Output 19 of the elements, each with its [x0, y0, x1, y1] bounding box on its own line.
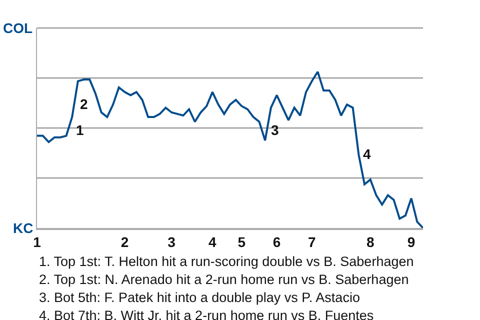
x-tick-label: 7: [308, 234, 316, 250]
annotation: 4: [363, 146, 371, 162]
x-tick-label: 5: [238, 234, 246, 250]
x-tick-label: 2: [120, 234, 129, 250]
text: 1. Top 1st: T. Helton hit a run-scoring double vs B. Saberhagen: [39, 254, 414, 269]
x-tick-label: 6: [272, 234, 281, 250]
x-tick-label: 1: [33, 234, 42, 250]
text: 3. Bot 5th: F. Patek hit into a double play vs P. Astacio: [39, 290, 360, 305]
x-tick-label: 4: [208, 234, 217, 250]
text: COL: [3, 20, 33, 36]
text: KC: [13, 220, 34, 236]
annotation: 3: [271, 122, 279, 138]
x-tick-label: 8: [366, 234, 374, 250]
x-tick-label: 9: [407, 234, 416, 250]
annotation: 2: [80, 96, 88, 112]
x-tick-label: 3: [168, 234, 176, 250]
text: 4. Bot 7th: B. Witt Jr. hit a 2-run home run vs B. Fuentes: [39, 308, 374, 320]
text: 2. Top 1st: N. Arenado hit a 2-run home run vs B. Saberhagen: [39, 272, 409, 287]
annotation: 1: [76, 122, 84, 138]
